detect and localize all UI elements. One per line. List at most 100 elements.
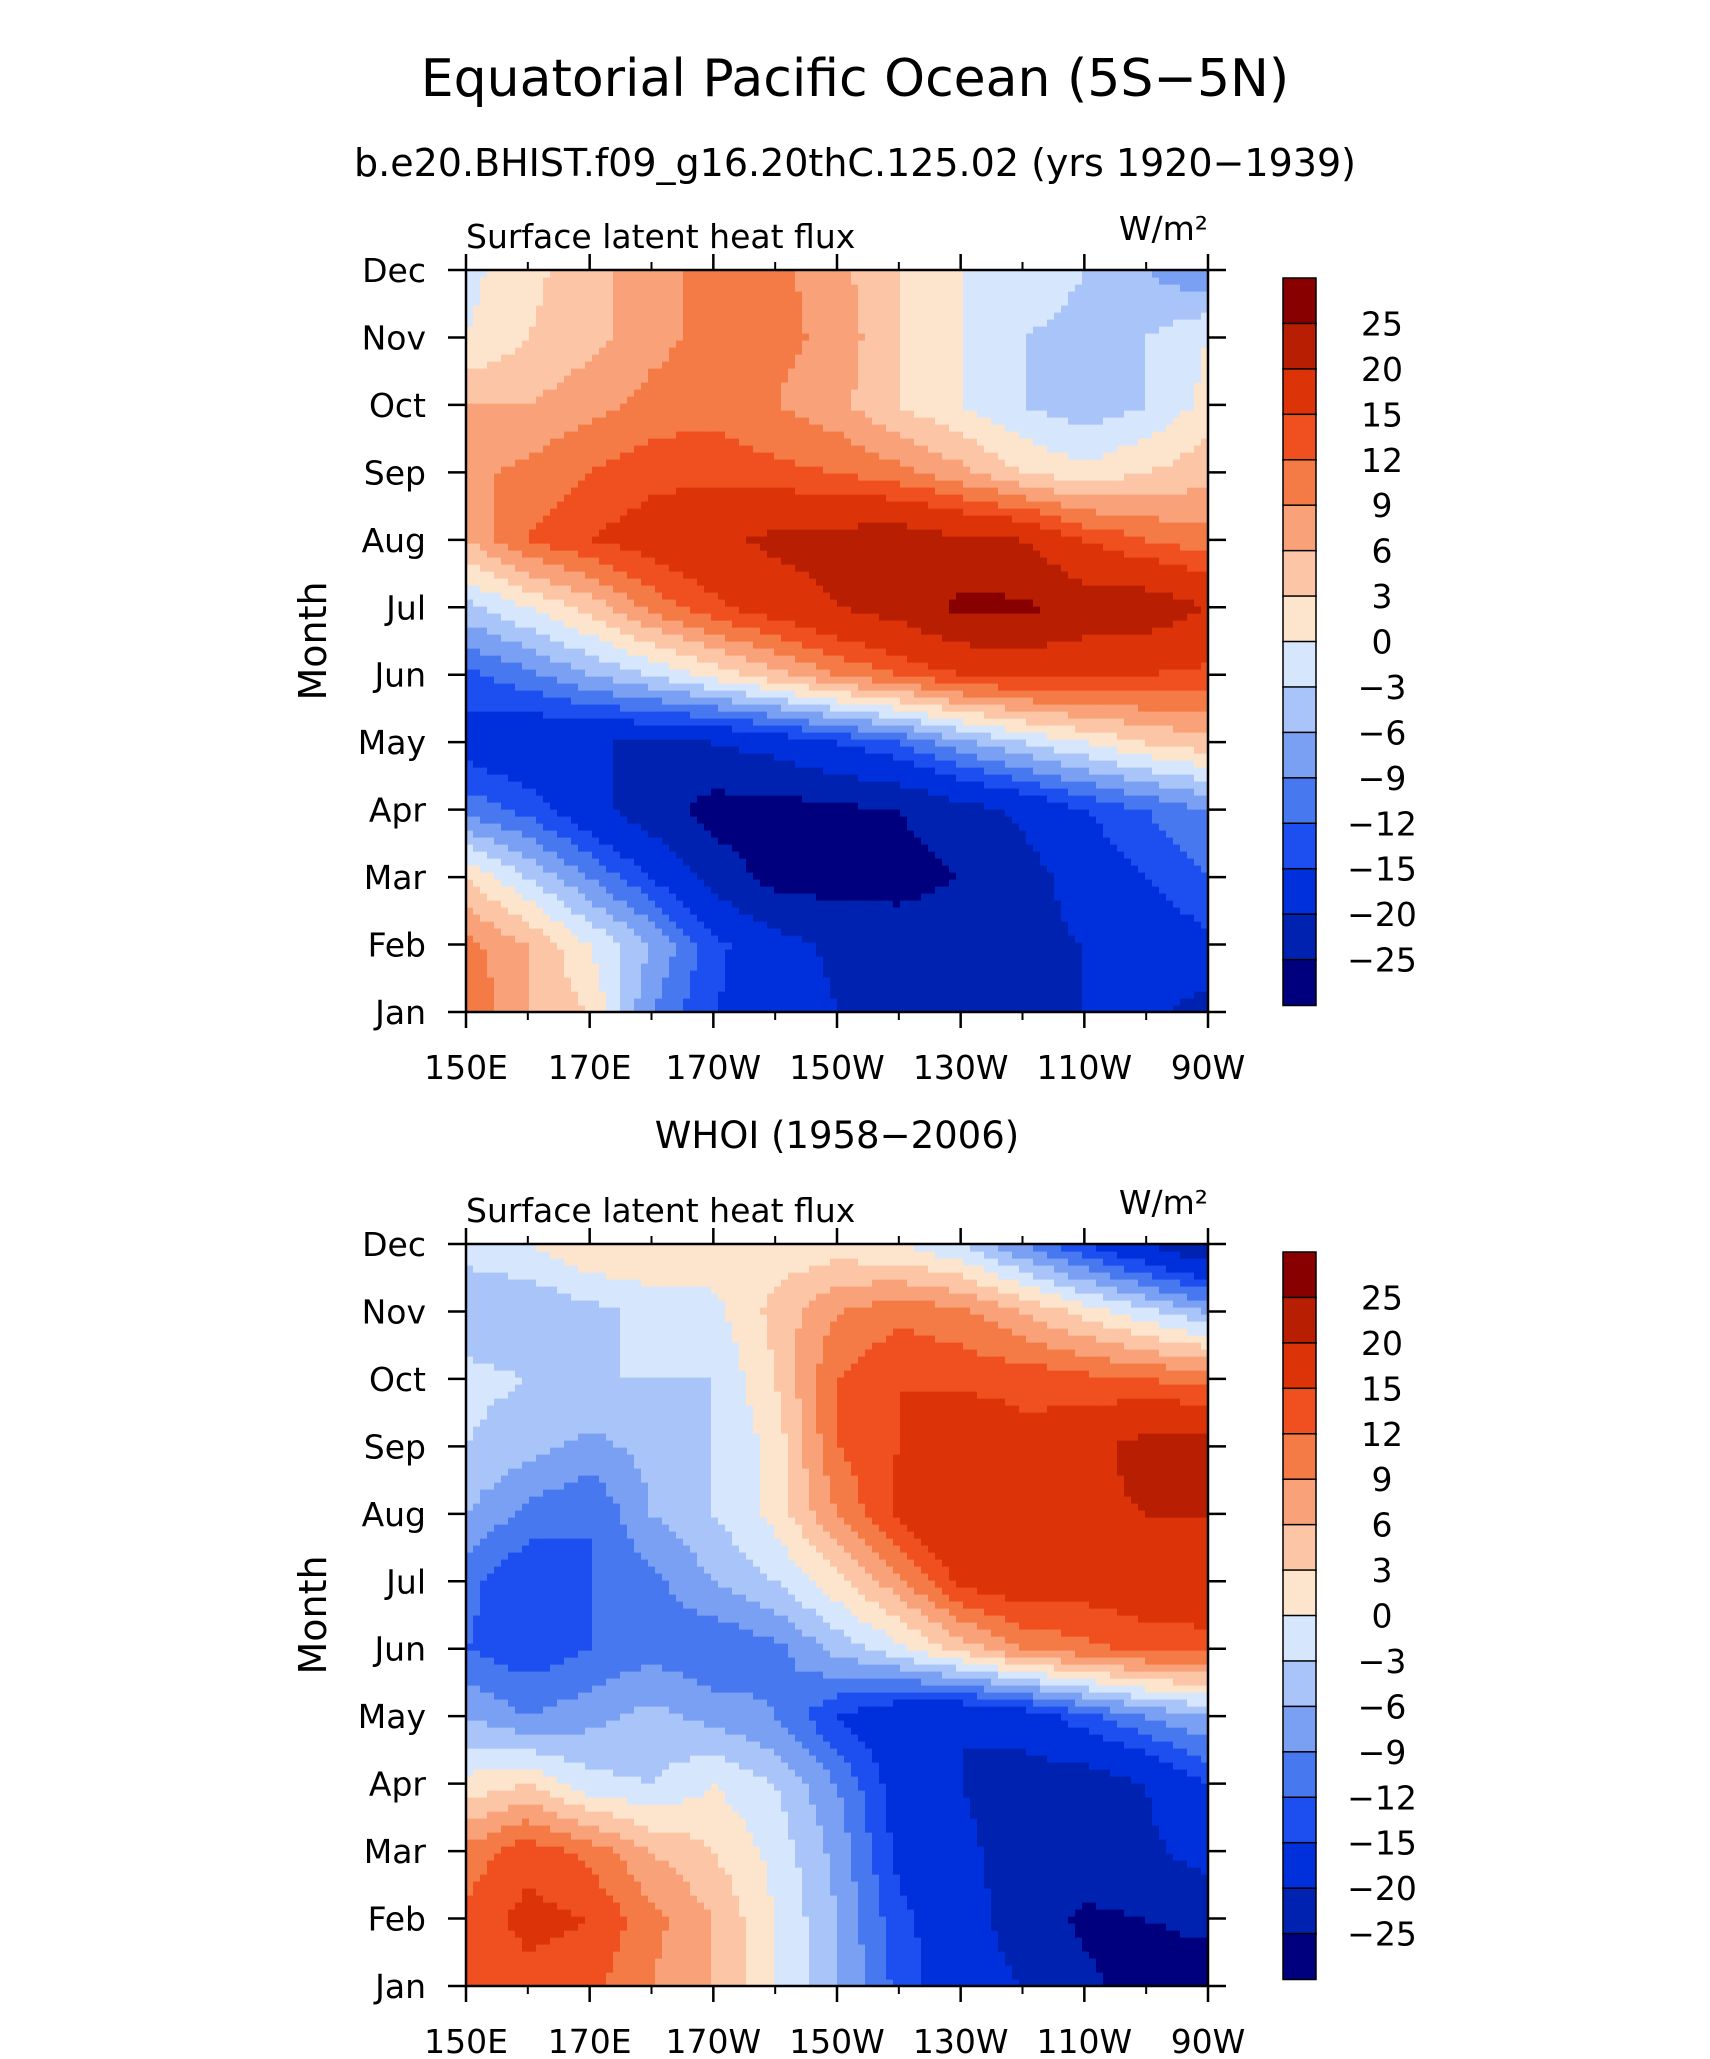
contour-cell: [501, 872, 509, 880]
contour-cell: [1166, 746, 1174, 754]
contour-cell: [1124, 893, 1132, 901]
contour-cell: [998, 956, 1006, 964]
contour-cell: [1096, 851, 1104, 859]
contour-cell: [606, 788, 614, 796]
contour-cell: [886, 732, 894, 740]
contour-cell: [844, 697, 852, 705]
contour-cell: [725, 704, 733, 712]
contour-cell: [592, 970, 600, 978]
contour-cell: [655, 879, 663, 887]
contour-cell: [998, 998, 1006, 1006]
contour-cell: [1026, 872, 1034, 880]
contour-cell: [711, 942, 719, 950]
contour-cell: [1194, 690, 1202, 698]
contour-cell: [984, 900, 992, 908]
contour-cell: [662, 942, 670, 950]
contour-cell: [844, 970, 852, 978]
contour-cell: [1012, 739, 1020, 747]
contour-cell: [725, 914, 733, 922]
contour-cell: [949, 774, 957, 782]
contour-cell: [774, 697, 782, 705]
contour-cell: [676, 872, 684, 880]
contour-cell: [1068, 970, 1076, 978]
contour-cell: [578, 844, 586, 852]
contour-cell: [837, 984, 845, 992]
contour-cell: [872, 767, 880, 775]
contour-cell: [949, 970, 957, 978]
contour-cell: [550, 760, 558, 768]
contour-cell: [620, 942, 628, 950]
contour-cell: [1082, 977, 1090, 985]
contour-cell: [1103, 767, 1111, 775]
contour-cell: [914, 816, 922, 824]
contour-cell: [886, 725, 894, 733]
contour-cell: [893, 795, 901, 803]
contour-cell: [1047, 725, 1055, 733]
contour-cell: [578, 942, 586, 950]
contour-cell: [830, 837, 838, 845]
contour-cell: [529, 942, 537, 950]
contour-cell: [991, 998, 999, 1006]
contour-cell: [851, 760, 859, 768]
contour-cell: [599, 795, 607, 803]
contour-cell: [830, 781, 838, 789]
contour-cell: [494, 907, 502, 915]
contour-cell: [872, 760, 880, 768]
contour-cell: [1061, 746, 1069, 754]
contour-cell: [774, 935, 782, 943]
contour-cell: [872, 991, 880, 999]
contour-cell: [704, 739, 712, 747]
contour-cell: [697, 711, 705, 719]
contour-cell: [1054, 844, 1062, 852]
contour-cell: [781, 893, 789, 901]
contour-cell: [844, 732, 852, 740]
contour-cell: [494, 753, 502, 761]
contour-cell: [1026, 732, 1034, 740]
contour-cell: [641, 879, 649, 887]
contour-cell: [998, 690, 1006, 698]
contour-cell: [641, 823, 649, 831]
contour-cell: [921, 928, 929, 936]
contour-cell: [683, 816, 691, 824]
contour-cell: [620, 739, 628, 747]
contour-cell: [991, 907, 999, 915]
contour-cell: [613, 977, 621, 985]
contour-cell: [725, 732, 733, 740]
contour-cell: [893, 914, 901, 922]
contour-cell: [886, 809, 894, 817]
contour-cell: [816, 886, 824, 894]
contour-cell: [991, 823, 999, 831]
contour-cell: [1159, 998, 1167, 1006]
contour-cell: [501, 998, 509, 1006]
contour-cell: [711, 760, 719, 768]
contour-cell: [669, 823, 677, 831]
contour-cell: [473, 690, 481, 698]
contour-cell: [536, 914, 544, 922]
contour-cell: [557, 760, 565, 768]
contour-cell: [522, 760, 530, 768]
contour-cell: [963, 760, 971, 768]
contour-cell: [795, 886, 803, 894]
contour-cell: [858, 788, 866, 796]
contour-cell: [494, 690, 502, 698]
contour-cell: [970, 809, 978, 817]
contour-cell: [690, 949, 698, 957]
contour-cell: [732, 844, 740, 852]
contour-cell: [585, 774, 593, 782]
contour-cell: [1194, 753, 1202, 761]
contour-cell: [795, 823, 803, 831]
contour-cell: [494, 858, 502, 866]
contour-cell: [669, 767, 677, 775]
contour-cell: [1089, 956, 1097, 964]
contour-cell: [711, 802, 719, 810]
contour-cell: [816, 774, 824, 782]
contour-cell: [956, 760, 964, 768]
contour-cell: [900, 760, 908, 768]
contour-cell: [1194, 900, 1202, 908]
contour-cell: [1159, 851, 1167, 859]
contour-cell: [1068, 697, 1076, 705]
contour-cell: [662, 921, 670, 929]
contour-cell: [676, 823, 684, 831]
contour-cell: [683, 900, 691, 908]
contour-cell: [564, 690, 572, 698]
